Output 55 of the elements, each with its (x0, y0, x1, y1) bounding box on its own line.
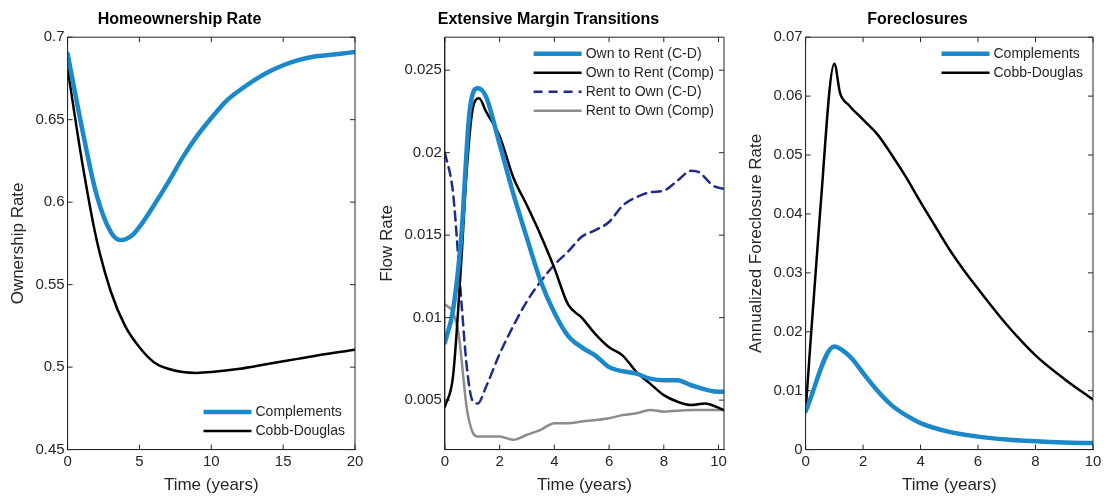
legend-label: Rent to Own (Comp) (585, 101, 714, 118)
x-tick-label: 10 (202, 451, 220, 469)
line-series (67, 67, 355, 375)
y-tick-label: 0.05 (773, 145, 803, 163)
x-tick-label: 6 (973, 451, 983, 469)
x-axis-title: Time (years) (163, 475, 259, 495)
x-tick-label: 15 (274, 451, 292, 469)
x-tick-label: 2 (858, 451, 868, 469)
x-axis-title: Time (years) (537, 475, 632, 495)
chart-title: Homeownership Rate (97, 10, 262, 28)
y-axis-title: Flow Rate (376, 205, 396, 282)
y-tick-label: 0 (794, 439, 803, 457)
legend-label: Cobb-Douglas (993, 63, 1083, 80)
x-tick-label: 6 (604, 451, 614, 469)
x-tick-label: 2 (495, 451, 504, 469)
legend-label: Own to Rent (C-D) (585, 44, 702, 61)
x-tick-label: 10 (1084, 451, 1102, 469)
y-tick-label: 0.01 (773, 380, 803, 398)
line-series (444, 151, 724, 405)
line-series (444, 303, 724, 441)
y-tick-label: 0.025 (404, 60, 442, 78)
x-tick-label: 8 (659, 451, 668, 469)
x-tick-label: 8 (1031, 451, 1040, 469)
y-tick-label: 0.04 (773, 204, 803, 222)
line-series (805, 344, 1093, 446)
y-tick-label: 0.7 (43, 27, 65, 45)
line-series (67, 49, 355, 243)
legend-label: Own to Rent (Comp) (585, 63, 714, 80)
y-tick-label: 0.015 (404, 225, 442, 243)
y-tick-label: 0.5 (43, 357, 65, 375)
chart-title: Extensive Margin Transitions (437, 10, 660, 28)
y-tick-label: 0.005 (404, 390, 442, 408)
x-tick-label: 4 (550, 451, 559, 469)
y-tick-label: 0.03 (773, 263, 803, 280)
y-tick-label: 0.6 (43, 192, 65, 210)
y-tick-label: 0.45 (35, 439, 65, 457)
y-tick-label: 0.55 (35, 274, 65, 292)
y-tick-label: 0.06 (773, 86, 803, 104)
y-axis-title: Ownership Rate (7, 182, 27, 305)
x-tick-label: 5 (135, 451, 144, 469)
y-tick-label: 0.65 (35, 109, 65, 127)
y-tick-label: 0.07 (773, 27, 803, 45)
chart-title: Foreclosures (867, 10, 968, 28)
legend-label: Complements (255, 402, 342, 419)
y-tick-label: 0.02 (412, 142, 442, 160)
y-tick-label: 0.02 (773, 321, 803, 339)
legend-label: Complements (993, 44, 1080, 61)
legend-label: Cobb-Douglas (255, 421, 345, 438)
x-tick-label: 10 (710, 451, 727, 469)
y-axis-title: Annualized Foreclosure Rate (745, 133, 765, 354)
legend-label: Rent to Own (C-D) (585, 82, 702, 99)
x-axis-title: Time (years) (901, 475, 997, 495)
x-tick-label: 4 (916, 451, 925, 469)
x-tick-label: 20 (346, 451, 364, 469)
y-tick-label: 0.01 (412, 307, 442, 325)
